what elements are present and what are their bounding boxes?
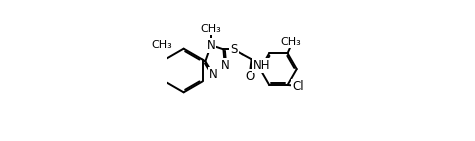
Text: N: N — [220, 59, 229, 72]
Text: CH₃: CH₃ — [152, 40, 172, 50]
Text: O: O — [245, 70, 255, 83]
Text: Cl: Cl — [292, 80, 304, 93]
Text: N: N — [209, 68, 218, 81]
Text: CH₃: CH₃ — [200, 24, 221, 34]
Text: NH: NH — [253, 59, 270, 72]
Text: N: N — [207, 39, 215, 52]
Text: CH₃: CH₃ — [281, 37, 302, 47]
Text: S: S — [230, 43, 238, 56]
